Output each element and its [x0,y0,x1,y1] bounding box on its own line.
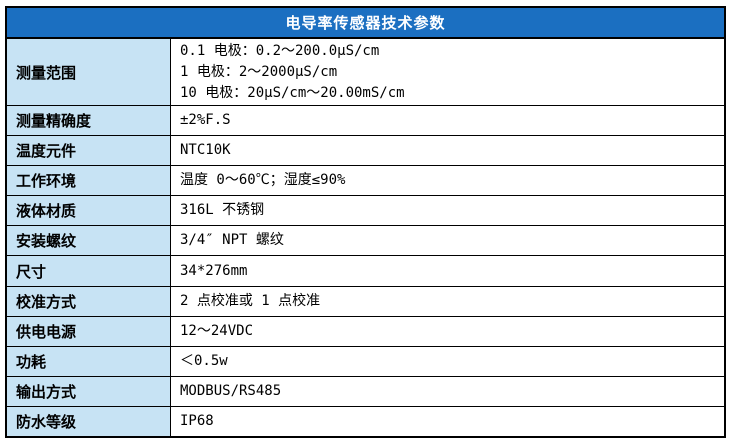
param-value-line: 3/4″ NPT 螺纹 [180,232,284,249]
param-value-line: 1 电极：2～2000μS/cm [180,63,338,80]
param-value-line: 12～24VDC [180,322,254,339]
param-value-line: NTC10K [180,142,231,159]
param-value: 0.1 电极：0.2～200.0μS/cm 1 电极：2～2000μS/cm 1… [170,39,724,105]
param-value-line: 0.1 电极：0.2～200.0μS/cm [180,42,380,59]
param-value-line: ＜0.5w [180,352,228,369]
param-value-line: 34*276mm [180,262,248,279]
table-row: 液体材质 316L 不锈钢 [7,195,724,226]
table-row: 安装螺纹 3/4″ NPT 螺纹 [7,225,724,256]
param-label: 工作环境 [7,166,170,196]
param-value: 2 点校准或 1 点校准 [170,286,724,316]
param-value-line: IP68 [180,412,214,429]
param-value: MODBUS/RS485 [170,376,724,406]
table-row: 工作环境 温度 0～60℃；湿度≤90% [7,165,724,196]
table-row: 测量范围 0.1 电极：0.2～200.0μS/cm 1 电极：2～2000μS… [7,39,724,105]
param-value: ＜0.5w [170,346,724,376]
param-value: ±2%F.S [170,106,724,136]
param-label: 供电电源 [7,316,170,346]
table-row: 供电电源 12～24VDC [7,315,724,346]
param-label: 测量范围 [7,39,170,105]
param-value-line: 316L 不锈钢 [180,202,265,219]
table-row: 输出方式 MODBUS/RS485 [7,375,724,406]
param-value-line: ±2%F.S [180,112,231,129]
param-value: 34*276mm [170,256,724,286]
param-label: 液体材质 [7,196,170,226]
param-value: NTC10K [170,136,724,166]
table-row: 尺寸 34*276mm [7,255,724,286]
param-label: 安装螺纹 [7,226,170,256]
param-value: 12～24VDC [170,316,724,346]
spec-table: 电导率传感器技术参数 测量范围 0.1 电极：0.2～200.0μS/cm 1 … [5,6,726,439]
param-value: IP68 [170,406,724,437]
table-row: 温度元件 NTC10K [7,135,724,166]
param-label: 输出方式 [7,376,170,406]
param-value-line: MODBUS/RS485 [180,382,282,399]
param-label: 测量精确度 [7,106,170,136]
param-label: 尺寸 [7,256,170,286]
param-value-line: 10 电极：20μS/cm～20.00mS/cm [180,84,405,101]
param-value: 316L 不锈钢 [170,196,724,226]
param-value: 温度 0～60℃；湿度≤90% [170,166,724,196]
table-row: 防水等级 IP68 [7,405,724,437]
param-label: 温度元件 [7,136,170,166]
param-label: 防水等级 [7,406,170,437]
param-value-line: 温度 0～60℃；湿度≤90% [180,172,346,189]
param-label: 功耗 [7,346,170,376]
table-row: 测量精确度 ±2%F.S [7,105,724,136]
param-label: 校准方式 [7,286,170,316]
table-row: 校准方式 2 点校准或 1 点校准 [7,285,724,316]
param-value: 3/4″ NPT 螺纹 [170,226,724,256]
table-title: 电导率传感器技术参数 [7,8,724,39]
table-row: 功耗 ＜0.5w [7,345,724,376]
param-value-line: 2 点校准或 1 点校准 [180,292,321,309]
